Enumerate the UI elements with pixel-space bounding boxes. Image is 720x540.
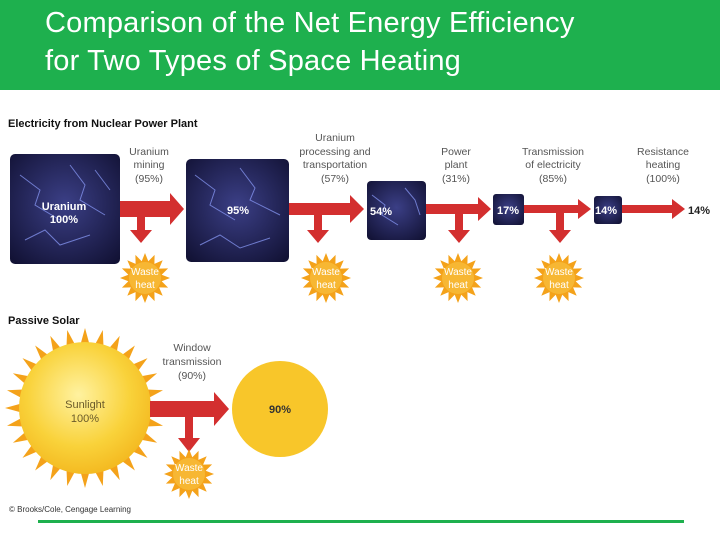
- waste-burst-power-plant-core: [442, 262, 474, 294]
- arrow-power-plant: [426, 197, 491, 243]
- label-transmission-2: of electricity: [525, 159, 581, 171]
- arrow-window: [150, 392, 229, 452]
- label-transmission-1: Transmission: [522, 146, 584, 158]
- step-box-power-plant: 17%: [493, 194, 524, 225]
- arrow-processing: [289, 195, 364, 243]
- sun-source-value: 100%: [71, 413, 99, 425]
- label-processing-4: (57%): [321, 173, 349, 185]
- arrow-transmission: [524, 199, 591, 243]
- solar-result: 90%: [269, 404, 291, 416]
- final-result-resistance: 14%: [688, 205, 710, 217]
- waste-burst-window-core: [173, 458, 205, 490]
- waste-label-power-plant-2: heat: [448, 280, 468, 291]
- uranium-source-box: Uranium 100%: [10, 154, 120, 264]
- image-credit: © Brooks/Cole, Cengage Learning: [9, 505, 131, 514]
- label-mining-2: mining: [134, 159, 165, 171]
- step-box-transmission: 14%: [594, 196, 622, 224]
- sun-ray: [5, 403, 24, 413]
- step-result-power-plant: 17%: [497, 205, 519, 217]
- label-resistance-1: Resistance: [637, 146, 689, 158]
- waste-burst-transmission-core: [543, 262, 575, 294]
- waste-label-transmission-2: heat: [549, 280, 569, 291]
- waste-burst-mining-core: [129, 262, 161, 294]
- solar-section-title: Passive Solar: [8, 315, 80, 327]
- sun-ray: [80, 328, 90, 347]
- waste-label-window-2: heat: [179, 476, 199, 487]
- sun-source-label: Sunlight: [65, 399, 105, 411]
- label-resistance-2: heating: [646, 159, 681, 171]
- waste-label-processing-1: Waste: [312, 267, 340, 278]
- solar-waste-heat-burst: [164, 449, 214, 499]
- label-power-plant-2: plant: [445, 159, 468, 171]
- step-result-mining: 95%: [227, 205, 249, 217]
- title-bar: Comparison of the Net Energy Efficiency …: [0, 0, 720, 90]
- waste-burst-processing-core: [310, 262, 342, 294]
- label-window-2: transmission: [163, 356, 222, 368]
- label-mining-1: Uranium: [129, 146, 169, 158]
- title-line-1: Comparison of the Net Energy Efficiency: [45, 7, 575, 39]
- label-resistance-3: (100%): [646, 173, 680, 185]
- step-box-mining: 95%: [186, 159, 289, 262]
- step-result-transmission: 14%: [595, 205, 617, 217]
- label-processing-2: processing and: [299, 146, 370, 158]
- nuclear-section-title: Electricity from Nuclear Power Plant: [8, 118, 198, 130]
- footer-rule: [38, 520, 684, 523]
- uranium-source-value: 100%: [50, 214, 78, 226]
- uranium-source-label: Uranium: [42, 201, 87, 213]
- solar-step-labels: Window transmission (90%): [163, 342, 222, 382]
- label-power-plant-3: (31%): [442, 173, 470, 185]
- label-transmission-3: (85%): [539, 173, 567, 185]
- label-processing-1: Uranium: [315, 132, 355, 144]
- label-power-plant-1: Power: [441, 146, 471, 158]
- nuclear-arrows: [120, 193, 685, 243]
- nuclear-waste-heat-labels: Waste heat Waste heat Waste heat Waste h…: [131, 267, 573, 291]
- step-result-processing: 54%: [370, 206, 392, 218]
- title-line-2: for Two Types of Space Heating: [45, 45, 462, 77]
- sun-result: [232, 361, 328, 457]
- waste-label-power-plant-1: Waste: [444, 267, 472, 278]
- waste-label-mining-2: heat: [135, 280, 155, 291]
- label-processing-3: transportation: [303, 159, 367, 171]
- waste-label-transmission-1: Waste: [545, 267, 573, 278]
- step-box-processing: 54%: [367, 181, 426, 240]
- label-window-1: Window: [173, 342, 211, 354]
- label-mining-3: (95%): [135, 173, 163, 185]
- waste-label-processing-2: heat: [316, 280, 336, 291]
- sun-ray: [80, 469, 90, 488]
- waste-label-window-1: Waste: [175, 463, 203, 474]
- waste-label-mining-1: Waste: [131, 267, 159, 278]
- label-window-3: (90%): [178, 370, 206, 382]
- nuclear-step-labels: Uranium mining (95%) Uranium processing …: [129, 132, 689, 185]
- arrow-mining: [120, 193, 184, 243]
- sun-source: [19, 342, 151, 474]
- nuclear-waste-heat-bursts: [120, 253, 584, 303]
- arrow-resistance: [622, 199, 685, 219]
